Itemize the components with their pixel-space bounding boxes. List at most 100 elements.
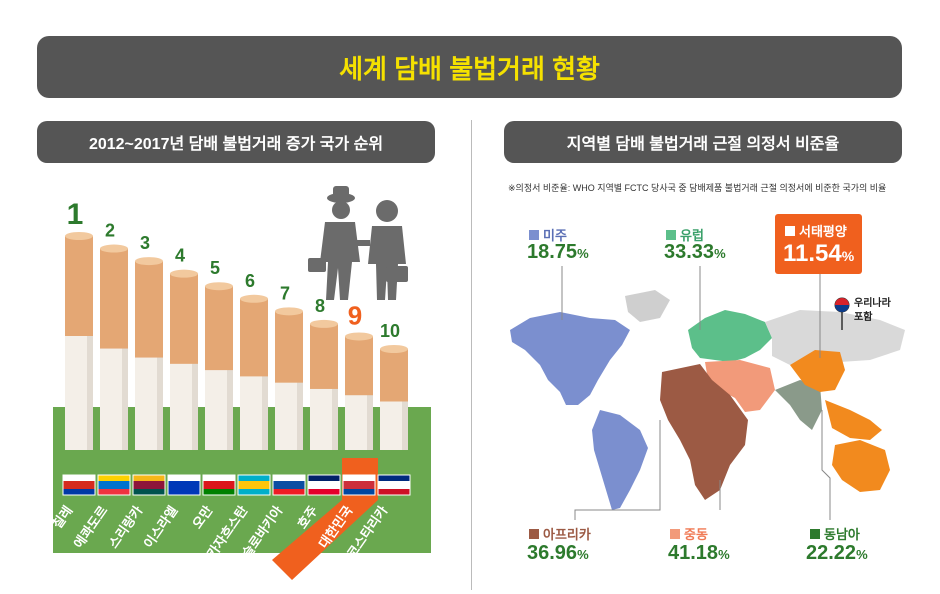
rank-number: 10: [380, 321, 400, 341]
sri-lanka-flag-icon: [132, 474, 166, 496]
middle-east-label: 중동: [670, 524, 708, 543]
cigarette-cap: [380, 345, 408, 353]
cigarette-cap: [65, 232, 93, 240]
cigarette-bar: [275, 307, 303, 450]
africa-region: [660, 364, 748, 500]
rank-number: 5: [210, 258, 220, 278]
kazakhstan-flag-icon: [237, 474, 271, 496]
cigarette-cap: [275, 307, 303, 316]
southeast-asia-name: 동남아: [824, 527, 860, 542]
cigarette-bar: [240, 294, 268, 450]
korea-pin-icon: [834, 297, 850, 330]
middle-east-swatch: [670, 528, 680, 539]
americas-label: 미주: [529, 225, 567, 244]
europe-label: 유럽: [666, 225, 704, 244]
europe-number: 33.33: [664, 241, 715, 263]
rank-number: 6: [245, 271, 255, 291]
europe-swatch: [666, 229, 676, 240]
north-asia-shape: [765, 310, 905, 365]
rank-number: 3: [140, 233, 150, 253]
europe-value: 33.33%: [664, 241, 726, 264]
africa-number: 36.96: [527, 542, 578, 564]
cigarette-shade: [122, 248, 128, 450]
americas-name: 미주: [543, 228, 567, 243]
western-pacific-callout: 서태평양 11.54%: [775, 214, 862, 274]
cigarette-cap: [135, 257, 163, 266]
cigarette-bar: [345, 332, 373, 450]
ratification-footnote: ※의정서 비준율: WHO 지역별 FCTC 당사국 중 담배제품 불법거래 근…: [508, 183, 887, 193]
costa-rica-flag-icon: [377, 474, 411, 496]
cigarette-bar: [100, 244, 128, 450]
ratification-panel-title: 지역별 담배 불법거래 근절 의정서 비준율: [504, 121, 902, 163]
page-title: 세계 담배 불법거래 현황: [37, 36, 902, 98]
oman-flag-icon: [202, 474, 236, 496]
cigarette-filter: [135, 261, 163, 358]
israel-flag-icon: [167, 474, 201, 496]
cigarette-filter: [205, 286, 233, 371]
southeast-asia-region: [775, 380, 822, 430]
smugglers-illustration: [308, 186, 408, 300]
cigarette-bar: [170, 269, 198, 450]
middle-east-name: 중동: [684, 527, 708, 542]
rank-number: 7: [280, 283, 290, 303]
cigarette-filter: [345, 336, 373, 396]
africa-swatch: [529, 528, 539, 539]
cigarette-filter: [380, 349, 408, 402]
western-pacific-region: [790, 350, 890, 492]
africa-value: 36.96%: [527, 542, 589, 565]
americas-number: 18.75: [527, 241, 578, 263]
southeast-asia-unit: %: [856, 547, 868, 562]
europe-unit: %: [714, 246, 726, 261]
cigarette-cap: [205, 282, 233, 291]
cigarette-cap: [100, 244, 128, 253]
cigarette-cap: [170, 269, 198, 278]
middle-east-number: 41.18: [668, 542, 719, 564]
western-pacific-unit: %: [841, 248, 855, 264]
slovakia-flag-icon: [272, 474, 306, 496]
cigarette-filter: [65, 236, 93, 336]
western-pacific-number: 11.54: [783, 240, 842, 267]
cigarette-filter: [100, 248, 128, 349]
rank-number: 1: [67, 198, 84, 231]
panel-divider: [471, 120, 472, 590]
cigarette-cap: [345, 332, 373, 341]
africa-unit: %: [577, 547, 589, 562]
cigarette-bar: [310, 319, 338, 450]
ranking-panel-title: 2012~2017년 담배 불법거래 증가 국가 순위: [37, 121, 435, 163]
cigarette-filter: [170, 273, 198, 364]
western-pacific-name: 서태평양: [799, 224, 847, 239]
americas-unit: %: [577, 246, 589, 261]
africa-name: 아프리카: [543, 527, 591, 542]
korea-note-line2: 포함: [854, 312, 873, 323]
americas-region: [510, 312, 648, 510]
americas-value: 18.75%: [527, 241, 589, 264]
australia-flag-icon: [307, 474, 341, 496]
southeast-asia-number: 22.22: [806, 542, 857, 564]
cigarette-cap: [310, 319, 338, 328]
cigarette-cap: [240, 294, 268, 303]
africa-label: 아프리카: [529, 524, 591, 543]
rank-number: 9: [348, 300, 362, 330]
ecuador-flag-icon: [97, 474, 131, 496]
korea-included-note: 우리나라 포함: [854, 297, 891, 325]
korea-note-line1: 우리나라: [854, 298, 891, 309]
leader-lines: [561, 266, 831, 520]
middle-east-unit: %: [718, 547, 730, 562]
middle-east-region: [705, 360, 775, 412]
western-pacific-swatch: [785, 225, 795, 236]
southeast-asia-swatch: [810, 528, 820, 539]
southeast-asia-label: 동남아: [810, 524, 860, 543]
rank-number: 2: [105, 221, 115, 241]
southeast-asia-value: 22.22%: [806, 542, 868, 565]
korea-flag-icon: [342, 474, 376, 496]
americas-swatch: [529, 229, 539, 240]
chile-flag-icon: [62, 474, 96, 496]
cigarette-shade: [87, 236, 93, 450]
rank-number: 4: [175, 246, 185, 266]
cigarette-bar: [135, 257, 163, 450]
rank-number: 8: [315, 296, 325, 316]
greenland-shape: [625, 290, 670, 322]
cigarette-filter: [275, 311, 303, 383]
middle-east-value: 41.18%: [668, 542, 730, 565]
